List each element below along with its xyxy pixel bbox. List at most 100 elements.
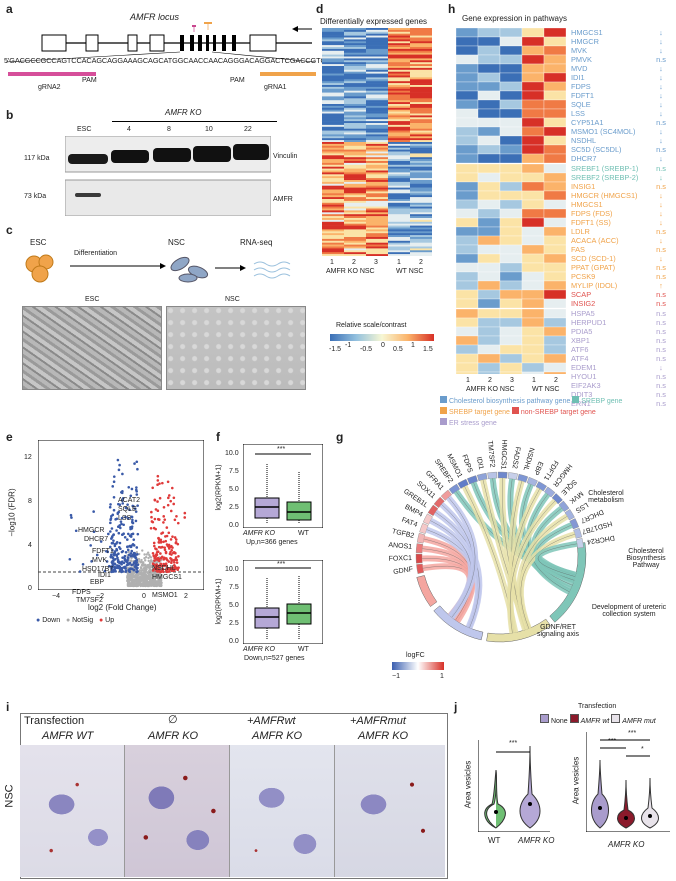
heatmap-d-cell bbox=[388, 153, 410, 156]
heatmap-h-cell bbox=[456, 181, 479, 192]
volcano-gene-label: IDI1 bbox=[98, 572, 111, 579]
heatmap-d-cell bbox=[366, 214, 388, 217]
heatmap-d-cell bbox=[388, 208, 410, 211]
h-gene-significance: ↓ bbox=[659, 28, 663, 37]
heatmap-d-cell bbox=[410, 81, 432, 84]
heatmap-d-cell bbox=[366, 33, 388, 36]
h-legend-item-3: non-SREBP target gene bbox=[511, 407, 596, 416]
heatmap-d-cell bbox=[388, 185, 410, 188]
lane-10: 10 bbox=[205, 126, 213, 133]
volcano-legend: ● Down ● NotSig ● Up bbox=[36, 617, 115, 624]
heatmap-d-cell bbox=[322, 39, 344, 42]
volcano-point-down bbox=[115, 542, 118, 545]
heatmap-d-cell bbox=[388, 193, 410, 196]
volcano-point-up bbox=[162, 540, 165, 544]
heatmap-d-cell bbox=[388, 157, 410, 160]
heatmap-d-cell bbox=[366, 140, 388, 143]
volcano-point-notsig bbox=[146, 563, 150, 567]
volcano-point-up bbox=[152, 526, 156, 530]
heatmap-h-cell bbox=[456, 271, 479, 282]
heatmap-d-cell bbox=[366, 94, 388, 97]
heatmap-d-cell bbox=[322, 66, 344, 69]
heatmap-d-cell bbox=[322, 240, 344, 243]
violin-right-x-ko: AMFR KO bbox=[608, 840, 645, 849]
volcano-point-notsig bbox=[147, 553, 151, 557]
heatmap-d-cell bbox=[388, 123, 410, 126]
heatmap-h-cell bbox=[477, 172, 501, 183]
heatmap-d-cell bbox=[388, 202, 410, 205]
h-gene-significance: n.s bbox=[656, 372, 666, 381]
heatmap-d-cell bbox=[366, 250, 388, 253]
heatmap-d-cell bbox=[322, 85, 344, 88]
heatmap-d-cell bbox=[410, 41, 432, 44]
heatmap-d-cell bbox=[388, 126, 410, 129]
volcano-point-notsig bbox=[147, 559, 150, 563]
volcano-point-notsig bbox=[148, 567, 151, 570]
heatmap-d-cell bbox=[322, 81, 344, 84]
volcano-point-notsig bbox=[137, 572, 141, 575]
heatmap-d-cell bbox=[366, 35, 388, 38]
heatmap-d-cell bbox=[344, 75, 366, 78]
heatmap-d-cell bbox=[322, 98, 344, 101]
panel-label-g: g bbox=[336, 430, 344, 444]
volcano-point-notsig bbox=[147, 572, 150, 576]
volcano-point-down bbox=[126, 545, 129, 548]
heatmap-d-cell bbox=[344, 223, 366, 226]
heatmap-d-cell bbox=[388, 100, 410, 103]
heatmap-d-cell bbox=[410, 145, 432, 148]
volcano-point-down bbox=[135, 546, 139, 549]
heatmap-d-cell bbox=[366, 37, 388, 40]
heatmap-d-cell bbox=[388, 134, 410, 137]
heatmap-d-cell bbox=[344, 132, 366, 135]
amfr-locus-diagram bbox=[5, 22, 316, 76]
heatmap-h-cell bbox=[499, 117, 523, 128]
h-gene-significance: n.s bbox=[656, 390, 666, 399]
heatmap-h-cell bbox=[543, 235, 567, 246]
volcano-point-notsig bbox=[140, 576, 144, 580]
heatmap-d-cell bbox=[410, 199, 432, 202]
heatmap-h-cell bbox=[456, 226, 479, 237]
heatmap-d-cell bbox=[410, 52, 432, 55]
heatmap-h-cell bbox=[521, 280, 545, 291]
heatmap-h-cell bbox=[499, 126, 523, 137]
heatmap-d-cell bbox=[366, 85, 388, 88]
heatmap-d-cell bbox=[366, 210, 388, 213]
heatmap-d-cell bbox=[322, 204, 344, 207]
grna1-label: gRNA1 bbox=[264, 84, 287, 91]
heatmap-d-cell bbox=[410, 29, 432, 33]
heatmap-h-cell bbox=[456, 199, 479, 210]
heatmap-h-cell bbox=[543, 54, 567, 65]
heatmap-d-cell bbox=[410, 214, 432, 217]
volcano-point-down bbox=[130, 487, 134, 491]
transfection-wt: +AMFRwt bbox=[247, 715, 296, 727]
h-gene-significance: ↓ bbox=[659, 209, 663, 218]
heatmap-d-cell bbox=[366, 69, 388, 72]
heatmap-d-cell bbox=[322, 33, 344, 36]
heatmap-h-cell bbox=[477, 208, 501, 219]
boxplot-up-ytick-4: 10.0 bbox=[225, 450, 239, 457]
heatmap-d-cell bbox=[388, 218, 410, 221]
volcano-point-up bbox=[162, 570, 165, 574]
heatmap-h-cell bbox=[499, 108, 523, 119]
heatmap-d-cell bbox=[366, 206, 388, 209]
heatmap-d-cell bbox=[322, 210, 344, 213]
h-gene-significance: ↓ bbox=[659, 363, 663, 372]
volcano-point-notsig bbox=[156, 573, 159, 577]
volcano-point-down bbox=[127, 485, 131, 489]
heatmap-d-cell bbox=[366, 52, 388, 55]
volcano-point-down bbox=[120, 516, 124, 520]
volcano-point-down bbox=[112, 533, 115, 537]
heatmap-h-cell bbox=[456, 308, 479, 319]
volcano-point-notsig bbox=[127, 550, 130, 554]
heatmap-h-cell bbox=[543, 81, 567, 92]
heatmap-d-cell bbox=[322, 138, 344, 141]
boxplot-down-caption: Down,n=527 genes bbox=[244, 655, 305, 662]
heatmap-d-cell bbox=[410, 88, 432, 91]
volcano-point-up bbox=[170, 559, 173, 563]
volcano-point-notsig bbox=[137, 557, 141, 561]
term-gdnf-ret: GDNF/RET signaling axis bbox=[536, 624, 580, 638]
heatmap-d-cell bbox=[366, 237, 388, 240]
volcano-point-up bbox=[152, 563, 156, 566]
heatmap-d-cell bbox=[322, 126, 344, 129]
heatmap-h-cell bbox=[456, 190, 479, 201]
